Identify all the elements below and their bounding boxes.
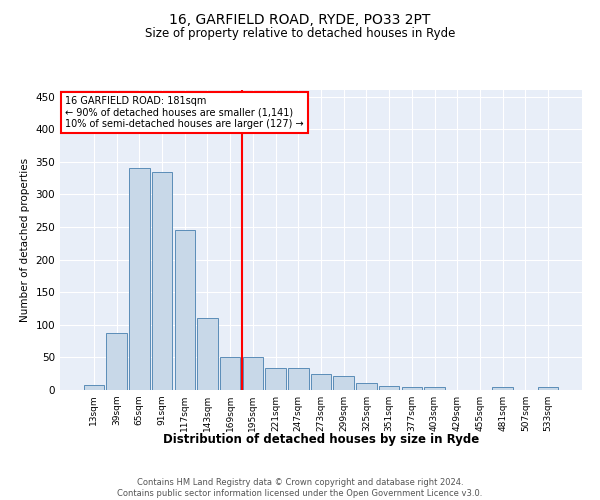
Bar (311, 374, 331, 390)
Bar (175, 230, 195, 390)
Bar (84, 386, 104, 390)
Text: Size of property relative to detached houses in Ryde: Size of property relative to detached ho… (145, 28, 455, 40)
Bar (379, 386, 400, 390)
Bar (106, 332, 127, 390)
Text: 16 GARFIELD ROAD: 181sqm
← 90% of detached houses are smaller (1,141)
10% of sem: 16 GARFIELD ROAD: 181sqm ← 90% of detach… (65, 96, 304, 129)
Bar (334, 376, 354, 390)
Bar (220, 358, 241, 390)
Bar (265, 368, 286, 390)
Y-axis label: Number of detached properties: Number of detached properties (20, 158, 30, 322)
Text: 16, GARFIELD ROAD, RYDE, PO33 2PT: 16, GARFIELD ROAD, RYDE, PO33 2PT (169, 12, 431, 26)
Text: Contains HM Land Registry data © Crown copyright and database right 2024.
Contai: Contains HM Land Registry data © Crown c… (118, 478, 482, 498)
Bar (538, 388, 558, 390)
Bar (401, 386, 422, 390)
Bar (242, 358, 263, 390)
Bar (152, 172, 172, 390)
Bar (493, 388, 513, 390)
Bar (129, 168, 149, 390)
Bar (288, 368, 308, 390)
Bar (356, 384, 377, 390)
Text: Distribution of detached houses by size in Ryde: Distribution of detached houses by size … (163, 432, 479, 446)
Bar (424, 386, 445, 390)
Bar (197, 318, 218, 390)
